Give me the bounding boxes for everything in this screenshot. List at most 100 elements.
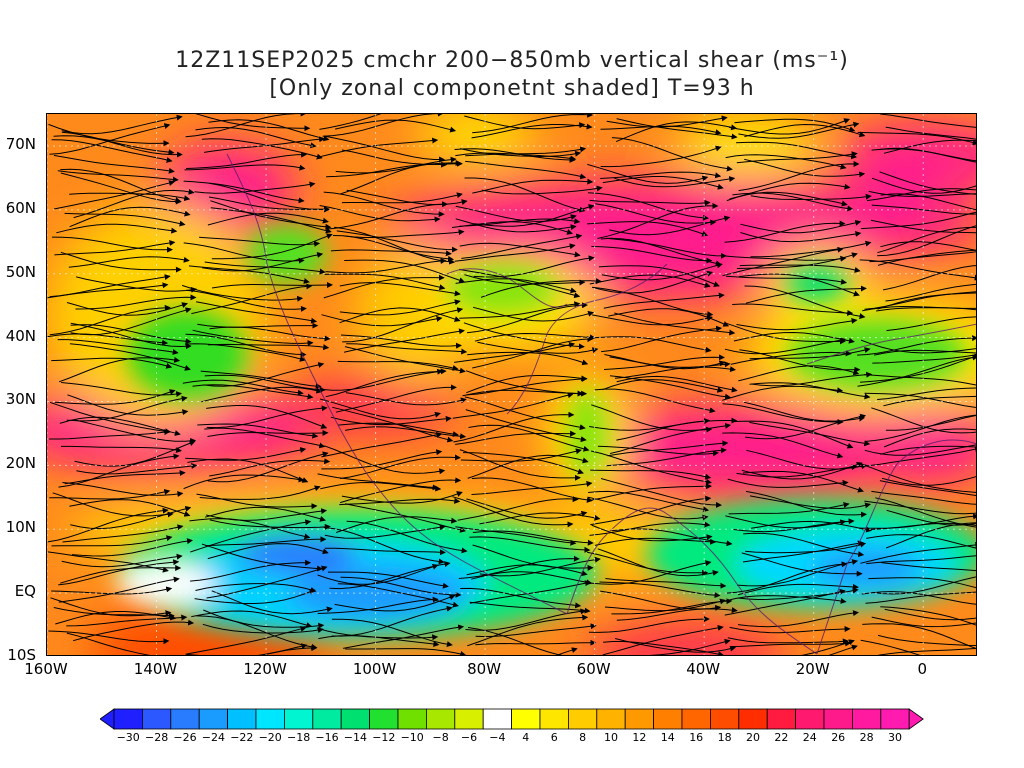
streamline <box>472 178 594 194</box>
streamline <box>616 417 738 441</box>
lon-tick-label: 60W <box>576 660 611 678</box>
streamline <box>473 255 595 278</box>
colorbar-tick-label: −12 <box>372 731 396 744</box>
streamline <box>861 591 976 605</box>
streamline <box>877 634 976 647</box>
streamline <box>184 164 306 171</box>
streamline <box>61 114 183 135</box>
streamline <box>736 317 858 331</box>
streamline <box>475 623 597 638</box>
streamline <box>183 474 305 490</box>
streamline <box>209 458 331 477</box>
streamline <box>882 265 976 291</box>
coastline-americas-west <box>226 153 568 615</box>
streamline <box>190 559 312 582</box>
streamline <box>602 379 724 393</box>
streamline <box>868 577 976 589</box>
lat-tick-label: 20N <box>5 454 36 473</box>
colorbar-tick-label: 16 <box>689 731 704 744</box>
colorbar-swatch <box>312 708 342 730</box>
streamline <box>859 353 976 383</box>
streamline <box>469 536 591 553</box>
streamline <box>868 190 976 197</box>
streamline <box>344 346 466 374</box>
streamline <box>886 316 976 332</box>
streamline <box>881 476 976 486</box>
coastlines <box>226 153 976 655</box>
lon-tick-label: 100W <box>352 660 397 678</box>
streamline <box>340 477 462 504</box>
streamline <box>885 283 976 302</box>
streamline <box>452 496 574 528</box>
colorbar-swatch <box>198 708 228 730</box>
colorbar-tick-label: −16 <box>315 731 339 744</box>
streamline <box>885 414 976 431</box>
streamline <box>199 236 321 247</box>
streamline <box>864 392 976 408</box>
streamline <box>738 160 860 192</box>
colorbar-swatch <box>142 708 172 730</box>
streamline <box>201 543 323 572</box>
streamline <box>590 483 712 501</box>
coastline-africa-west <box>816 439 976 655</box>
lon-tick-label: 160W <box>24 660 68 678</box>
streamline <box>863 374 976 386</box>
streamline <box>195 583 317 593</box>
streamline <box>879 171 976 195</box>
streamline <box>327 201 449 230</box>
streamline <box>722 385 844 401</box>
streamline <box>591 245 713 264</box>
streamline <box>469 601 591 614</box>
streamline <box>319 114 382 130</box>
colorbar-swatch <box>511 708 541 730</box>
streamline <box>459 148 582 158</box>
streamline <box>870 219 976 234</box>
streamline <box>53 135 175 156</box>
streamline <box>259 645 318 655</box>
streamline <box>737 610 859 628</box>
streamline <box>741 552 863 577</box>
streamline <box>61 131 183 158</box>
streamline <box>597 548 719 577</box>
streamline <box>465 146 587 157</box>
streamline <box>207 212 329 226</box>
streamline <box>479 512 601 525</box>
streamline <box>469 580 591 604</box>
streamline <box>880 445 976 455</box>
colorbar-swatch <box>425 708 456 730</box>
chart-title: 12Z11SEP2025 cmchr 200−850mb vertical sh… <box>175 48 849 73</box>
streamline <box>874 349 976 356</box>
streamline <box>207 429 329 437</box>
streamline <box>323 191 445 218</box>
streamline <box>467 614 589 647</box>
streamline <box>208 196 330 213</box>
streamline <box>591 270 714 294</box>
streamline <box>605 237 727 259</box>
colorbar-swatch <box>454 708 484 730</box>
coastline-great-lakes <box>446 268 568 308</box>
streamline <box>345 426 467 440</box>
streamline <box>730 350 852 365</box>
streamline <box>346 520 468 554</box>
streamline <box>732 192 854 212</box>
streamline <box>205 536 327 547</box>
streamline <box>66 614 188 627</box>
streamline <box>207 543 329 560</box>
streamline <box>860 541 976 564</box>
streamline <box>745 490 867 518</box>
streamline <box>196 615 318 650</box>
streamline <box>875 497 976 528</box>
streamline <box>749 382 871 400</box>
colorbar-swatch <box>823 708 853 730</box>
streamline <box>592 286 714 318</box>
streamline <box>738 273 860 297</box>
streamline <box>335 156 457 174</box>
colorbar-tick-label: −22 <box>230 731 254 744</box>
streamline <box>324 524 446 539</box>
streamline <box>461 233 583 259</box>
streamline <box>736 141 858 160</box>
streamline <box>49 401 172 435</box>
colorbar-swatch <box>681 708 711 730</box>
lat-tick-label: 60N <box>5 198 36 217</box>
streamline <box>857 131 976 146</box>
